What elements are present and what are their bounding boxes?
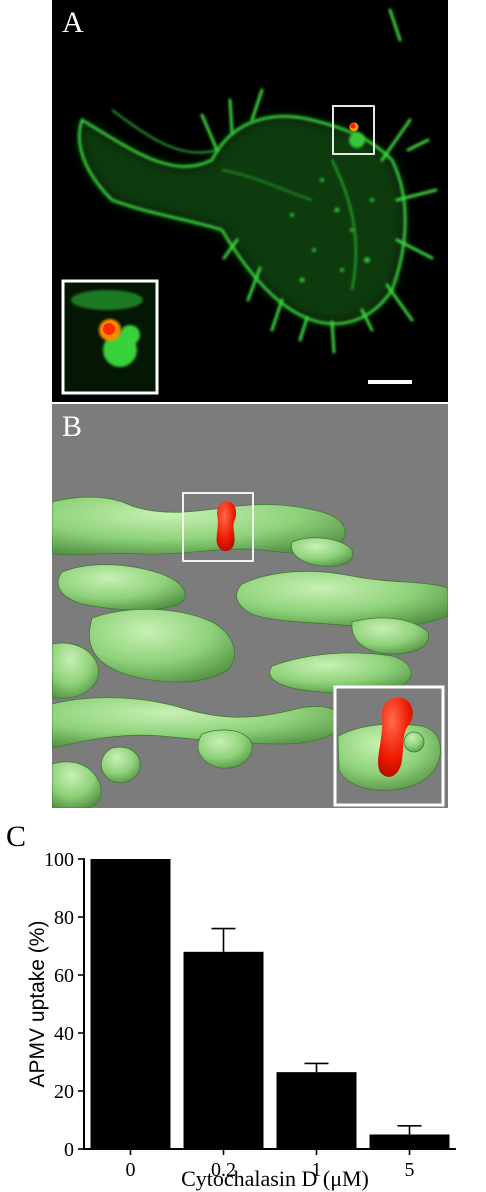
bar-0 [90, 859, 171, 1149]
surface-render-image [52, 492, 448, 808]
cell-fluorescence-image [61, 8, 438, 395]
panel-b-label: B [62, 410, 83, 443]
y-tick-label: 60 [54, 965, 74, 987]
panel-c-label: C [6, 820, 26, 853]
region-box [332, 105, 375, 155]
scale-bar [368, 380, 412, 384]
error-bars-group [211, 927, 422, 1135]
y-tick-label: 0 [64, 1139, 74, 1161]
y-axis-title: APMV uptake (%) [26, 921, 49, 1088]
bars-group [90, 859, 450, 1149]
uptake-bar-chart: C 0 20 40 60 80 100 0 0.2 1 5 APMV uptake (%) Cy… [6, 820, 456, 1191]
inset-zoom [61, 279, 159, 395]
y-tick-label: 40 [54, 1023, 74, 1045]
panel-a-micrograph: A [52, 0, 448, 402]
bar-5 [369, 1134, 450, 1149]
x-tick-label: 0 [126, 1159, 136, 1181]
error-bar-1 [304, 1062, 329, 1073]
x-axis-title: Cytochalasin D (μM) [181, 1166, 369, 1191]
y-tick-label: 80 [54, 907, 74, 929]
panel-a-label: A [62, 6, 84, 39]
region-box [182, 492, 254, 562]
panel-b-rendering: B [52, 404, 448, 808]
x-ticks-group: 0 0.2 1 5 [126, 1149, 415, 1181]
x-tick-label: 0.2 [211, 1159, 236, 1181]
x-tick-label: 5 [405, 1159, 415, 1181]
error-bar-5 [397, 1124, 422, 1135]
error-bar-0.2 [211, 927, 236, 952]
y-tick-label: 20 [54, 1081, 74, 1103]
bar-0.2 [183, 951, 264, 1149]
inset-zoom [333, 685, 445, 807]
y-tick-label: 100 [44, 849, 74, 871]
y-ticks-group: 0 20 40 60 80 100 [44, 849, 84, 1161]
bar-1 [276, 1072, 357, 1149]
x-tick-label: 1 [312, 1159, 322, 1181]
